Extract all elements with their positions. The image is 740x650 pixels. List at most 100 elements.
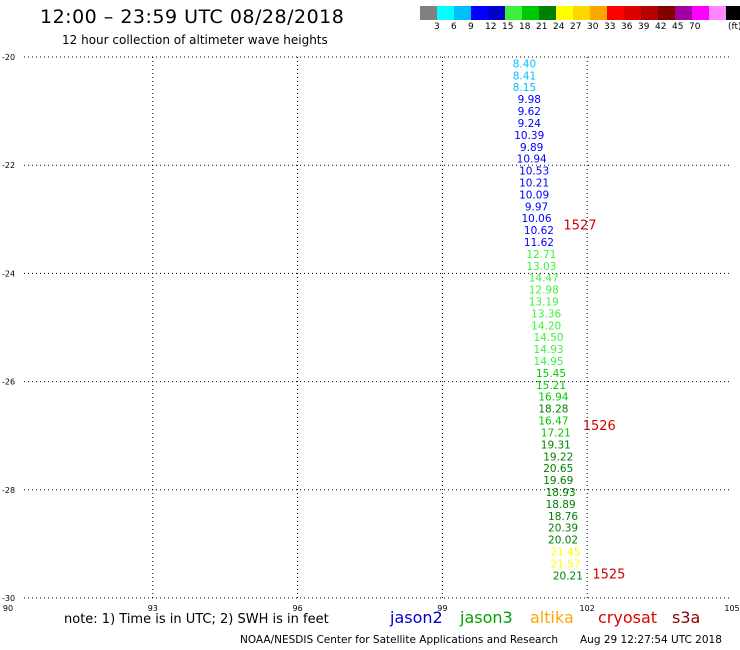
chart-title: 12:00 – 23:59 UTC 08/28/2018 [40, 6, 345, 28]
color-scale-label: 21 [536, 22, 548, 32]
chart-subtitle: 12 hour collection of altimeter wave hei… [62, 33, 328, 47]
color-swatch [505, 6, 522, 20]
x-tick-label: 99 [437, 604, 447, 613]
wave-height-value: 21.45 [550, 546, 580, 558]
wave-height-value: 9.89 [520, 142, 543, 154]
wave-height-value: 14.95 [534, 356, 564, 368]
wave-height-value: 14.50 [534, 332, 564, 344]
color-swatch [607, 6, 624, 20]
color-scale-label: 39 [638, 22, 650, 32]
color-swatch [573, 6, 590, 20]
wave-height-value: 18.76 [548, 511, 578, 523]
wave-height-value: 20.65 [543, 463, 573, 475]
pass-time-label: 1526 [583, 419, 616, 434]
wave-height-value: 18.93 [546, 487, 576, 499]
color-swatch [675, 6, 692, 20]
satellite-legend-item: s3a [672, 608, 701, 627]
color-swatch [624, 6, 641, 20]
pass-time-label: 1527 [563, 219, 596, 234]
color-scale-bar [420, 6, 740, 20]
color-swatch [692, 6, 709, 20]
y-tick-label: -24 [2, 269, 15, 278]
wave-height-value: 20.39 [548, 523, 578, 535]
wave-height-value: 11.62 [524, 237, 554, 249]
color-swatch [556, 6, 573, 20]
footer-credit: NOAA/NESDIS Center for Satellite Applica… [240, 634, 558, 646]
generation-timestamp: Aug 29 12:27:54 UTC 2018 [580, 634, 722, 646]
axis-tick-labels: 90 93 96 99 102 105 -20 -22 -24 -26 -28 -30 [2, 53, 740, 613]
wave-height-value: 12.71 [526, 249, 556, 261]
color-scale-label: 24 [553, 22, 565, 32]
satellite-legend-item: altika [530, 608, 574, 627]
y-tick-label: -22 [2, 161, 15, 170]
wave-height-value: 16.47 [538, 416, 568, 428]
wave-height-value: 9.98 [518, 94, 541, 106]
wave-height-value: 20.02 [548, 535, 578, 547]
color-scale-label: 15 [502, 22, 514, 32]
wave-height-value: 14.93 [534, 344, 564, 356]
color-scale-label: 36 [621, 22, 633, 32]
x-tick-label: 90 [3, 604, 13, 613]
grid-lines [24, 56, 732, 599]
x-tick-label: 93 [148, 604, 158, 613]
color-scale-label: 12 [485, 22, 497, 32]
wave-height-value: 8.15 [513, 82, 536, 94]
wave-height-value: 10.06 [521, 213, 551, 225]
wave-height-value: 10.62 [524, 225, 554, 237]
y-tick-label: -30 [2, 594, 15, 603]
wave-height-value: 8.41 [513, 70, 536, 82]
color-scale-label: 18 [519, 22, 531, 32]
color-scale-label: 27 [570, 22, 582, 32]
satellite-legend-item: jason2 [390, 608, 443, 627]
color-scale-label: 30 [587, 22, 599, 32]
x-tick-label: 96 [293, 604, 303, 613]
color-scale-label: 6 [451, 22, 457, 32]
color-scale-label: 3 [434, 22, 440, 32]
wave-height-value: 19.31 [541, 439, 571, 451]
pass-time-labels: 1527 1526 1525 [563, 219, 625, 583]
color-scale-label: 45 [672, 22, 684, 32]
wave-height-value: 9.62 [518, 106, 541, 118]
color-swatch [420, 6, 437, 20]
wave-height-value: 15.21 [536, 380, 566, 392]
color-scale-label: 42 [655, 22, 667, 32]
wave-height-value: 21.57 [550, 558, 580, 570]
wave-height-value: 14.47 [529, 273, 559, 285]
wave-height-value: 15.45 [536, 368, 566, 380]
wave-height-value: 9.97 [525, 201, 548, 213]
wave-height-value: 10.94 [517, 154, 547, 166]
x-tick-label: 105 [724, 604, 739, 613]
color-scale-label: (ft) [728, 22, 740, 32]
color-swatch [471, 6, 488, 20]
color-scale-label: 9 [468, 22, 474, 32]
color-swatch [488, 6, 505, 20]
y-tick-label: -26 [2, 378, 15, 387]
color-swatch [522, 6, 539, 20]
wave-height-value: 13.03 [526, 261, 556, 273]
color-scale-label: 70 [689, 22, 701, 32]
wave-height-value: 13.36 [531, 308, 561, 320]
satellite-legend-item: jason3 [460, 608, 513, 627]
wave-height-value: 10.39 [514, 130, 544, 142]
wave-height-value: 18.89 [546, 499, 576, 511]
color-swatch [437, 6, 454, 20]
wave-height-value: 18.28 [538, 404, 568, 416]
color-swatch [658, 6, 675, 20]
wave-height-value: 17.21 [541, 427, 571, 439]
color-swatch [709, 6, 726, 20]
note-text: note: 1) Time is in UTC; 2) SWH is in fe… [64, 612, 329, 627]
x-tick-label: 102 [580, 604, 595, 613]
wave-height-value: 14.20 [531, 320, 561, 332]
y-tick-label: -28 [2, 486, 15, 495]
wave-height-value: 10.21 [519, 178, 549, 190]
wave-height-value: 19.69 [543, 475, 573, 487]
wave-height-value: 9.24 [518, 118, 542, 130]
wave-height-value: 12.98 [529, 285, 559, 297]
pass-time-label: 1525 [592, 568, 625, 583]
wave-height-value: 8.40 [513, 58, 536, 70]
satellite-legend-item: cryosat [598, 608, 658, 627]
color-swatch [539, 6, 556, 20]
wave-height-value: 13.19 [529, 297, 559, 309]
